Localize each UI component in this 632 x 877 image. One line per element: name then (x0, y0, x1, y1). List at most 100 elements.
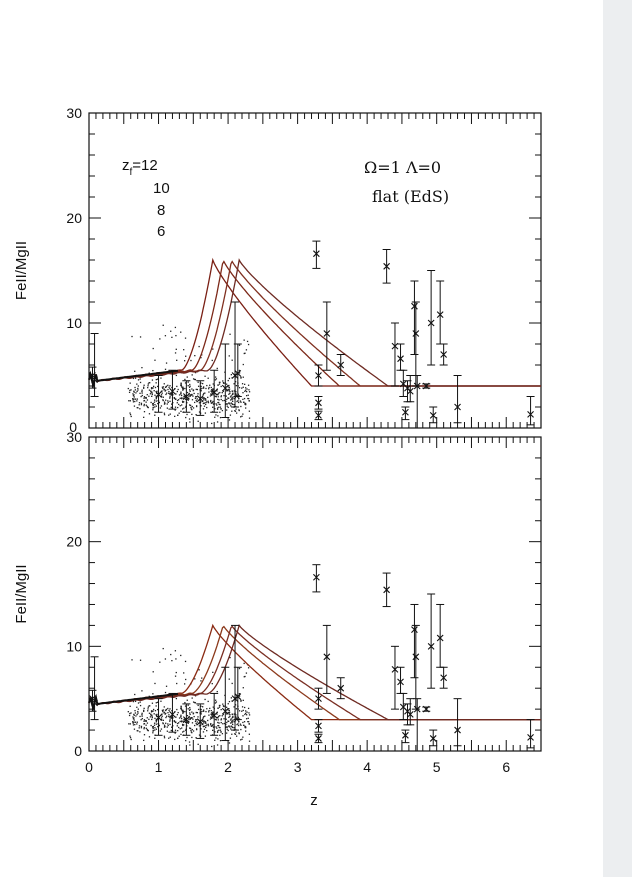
data-point (206, 384, 208, 387)
data-point (146, 406, 149, 408)
data-point (230, 405, 232, 407)
data-point (166, 403, 168, 405)
data-point (241, 738, 243, 740)
data-point (174, 729, 177, 731)
data-point (195, 711, 197, 714)
data-point (136, 390, 138, 393)
data-point (162, 387, 164, 390)
observation (182, 703, 191, 736)
data-point (197, 708, 200, 711)
data-point (237, 395, 240, 397)
data-point (151, 403, 154, 405)
data-point (151, 726, 154, 728)
data-point (223, 382, 225, 384)
observation-marker (436, 634, 444, 642)
data-point (153, 399, 156, 401)
data-point (150, 710, 153, 712)
data-point (153, 713, 155, 715)
data-point (211, 715, 213, 717)
data-point (148, 372, 150, 374)
data-point (228, 386, 230, 389)
observation (90, 656, 99, 721)
data-point (143, 723, 145, 725)
data-point (175, 658, 177, 660)
data-point (227, 379, 229, 382)
data-point (241, 706, 244, 708)
data-point (200, 388, 202, 390)
data-point (150, 390, 152, 392)
data-point (184, 705, 187, 707)
data-point (187, 381, 189, 383)
data-point (151, 395, 153, 397)
data-point (165, 709, 167, 711)
data-point (131, 659, 133, 661)
data-point (216, 407, 219, 409)
data-point (216, 727, 218, 729)
observation (390, 322, 399, 387)
observation (526, 719, 535, 749)
data-point (218, 381, 221, 384)
data-point (148, 382, 150, 384)
data-point (212, 712, 214, 714)
data-point (194, 378, 196, 381)
data-point (140, 727, 143, 729)
data-point (219, 416, 222, 419)
observation-marker (313, 573, 320, 581)
cosmology-label: Ω=1 Λ=0 (364, 158, 441, 177)
data-point (200, 382, 202, 384)
data-point (227, 386, 229, 388)
data-point (219, 726, 221, 729)
data-point (225, 706, 228, 708)
data-point (182, 397, 184, 399)
data-point (168, 709, 170, 712)
data-point (237, 718, 240, 720)
data-point (242, 398, 244, 401)
data-point (233, 390, 235, 392)
data-point (211, 714, 213, 716)
data-point (140, 404, 143, 406)
data-point (147, 708, 149, 710)
data-point (205, 710, 207, 713)
data-point (195, 722, 197, 725)
data-point (191, 722, 194, 724)
data-point (178, 717, 181, 719)
data-point (175, 721, 177, 724)
data-point (195, 405, 198, 407)
data-point (216, 408, 219, 410)
data-point (189, 389, 191, 391)
data-point (220, 396, 222, 398)
observation-marker (411, 302, 418, 310)
data-point (238, 409, 240, 411)
data-point (202, 394, 204, 396)
data-point (187, 708, 189, 710)
observation-marker (454, 726, 461, 734)
data-point (185, 406, 187, 408)
data-point (235, 731, 237, 733)
observation-marker (429, 412, 437, 419)
observation-marker (406, 710, 414, 718)
data-point (178, 403, 180, 406)
model-curve (88, 625, 541, 721)
data-point (240, 401, 242, 403)
data-point (156, 701, 159, 703)
data-point (235, 412, 238, 414)
data-point (217, 725, 219, 727)
data-point (189, 727, 191, 729)
top-annotations: zf=12 10 8 6 Ω=1 Λ=0 flat (EdS) (122, 157, 449, 240)
data-point (171, 393, 173, 395)
data-point (145, 727, 147, 729)
data-point (162, 324, 164, 326)
data-point (132, 395, 135, 397)
data-point (207, 377, 209, 379)
data-point (168, 391, 170, 393)
observation (427, 593, 436, 689)
data-point (139, 715, 141, 718)
data-point (216, 713, 218, 715)
observation (396, 343, 405, 371)
data-point (170, 406, 172, 409)
data-point (182, 388, 184, 391)
data-point (139, 381, 142, 384)
data-point (155, 705, 157, 707)
y-tick-label: 0 (69, 419, 77, 435)
data-point (145, 396, 147, 399)
